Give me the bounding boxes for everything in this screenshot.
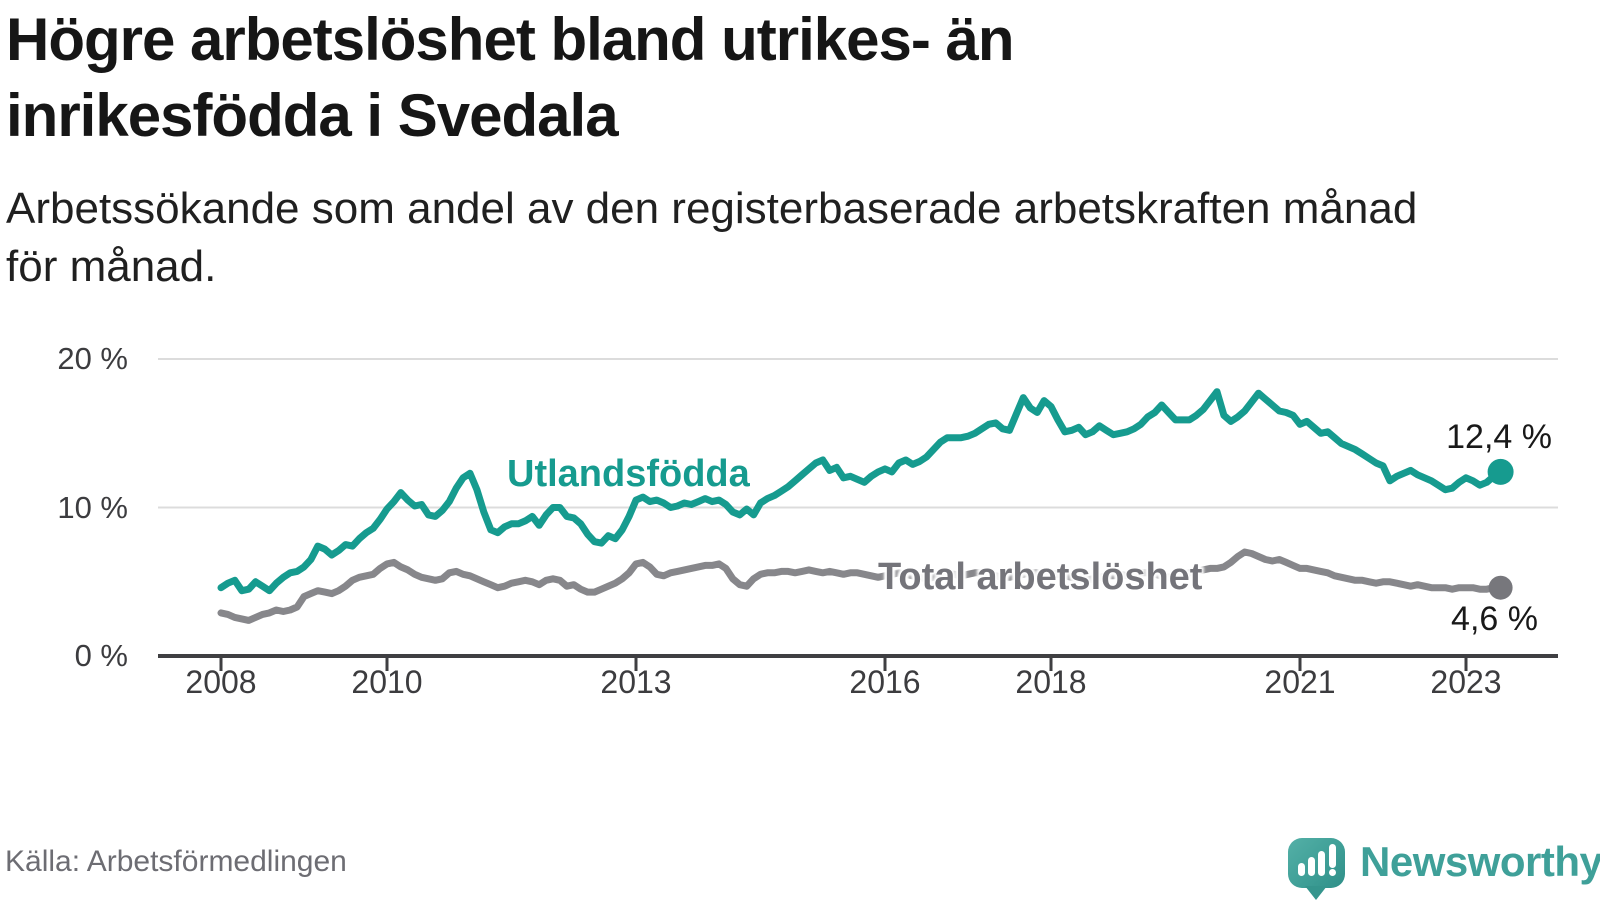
y-tick-label-0: 0 % <box>74 638 128 673</box>
brand-name: Newsworthy <box>1360 838 1600 885</box>
series-end-dot-total <box>1488 575 1513 600</box>
x-tick-label-2016: 2016 <box>849 664 921 700</box>
x-tick-label-2010: 2010 <box>351 664 423 700</box>
title-line-2: inrikesfödda i Svedala <box>6 82 619 149</box>
subtitle-line-1: Arbetssökande som andel av den registerb… <box>6 184 1418 233</box>
y-tick-label-20: 20 % <box>57 341 128 376</box>
x-tick-label-2008: 2008 <box>185 664 257 700</box>
series-line-total <box>217 548 1505 624</box>
logo-speech-bubble-icon <box>1288 838 1345 888</box>
title-line-1: Högre arbetslöshet bland utrikes- än <box>6 6 1015 73</box>
x-tick-label-2023: 2023 <box>1430 664 1502 700</box>
x-tick-label-2018: 2018 <box>1015 664 1087 700</box>
x-tick-label-2021: 2021 <box>1264 664 1336 700</box>
series-line-utlandsfodda <box>217 388 1505 595</box>
logo-exclamation-icon <box>1329 844 1336 868</box>
end-value-label-total: 4,6 % <box>1451 600 1538 638</box>
series-end-dot-utlandsfodda <box>1487 458 1514 485</box>
end-value-label-utlandsfodda: 12,4 % <box>1446 418 1552 456</box>
chart-subtitle: Arbetssökande som andel av den registerb… <box>6 180 1586 296</box>
series-label-utlandsfodda: Utlandsfödda <box>507 453 750 495</box>
logo-bar-chart-icon <box>1298 863 1305 876</box>
y-tick-label-10: 10 % <box>57 489 128 525</box>
x-tick-label-2013: 2013 <box>600 664 672 700</box>
logo-bubble-tail <box>1305 886 1327 900</box>
source-credit: Källa: Arbetsförmedlingen <box>5 845 347 878</box>
newsworthy-logo: Newsworthy <box>1288 838 1600 900</box>
series-label-total-arbetsloshet: Total arbetslöshet <box>878 556 1203 598</box>
page-title: Högre arbetslöshet bland utrikes- än inri… <box>6 2 1286 154</box>
subtitle-line-2: för månad. <box>6 242 217 291</box>
